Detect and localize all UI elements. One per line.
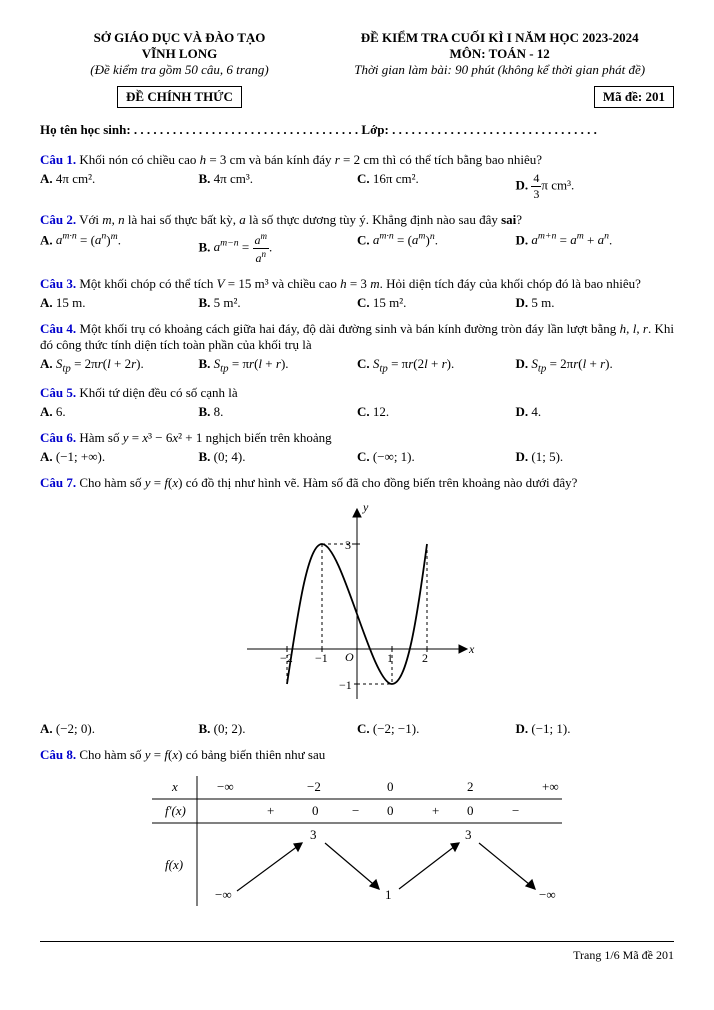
svg-text:−: −: [352, 803, 359, 818]
svg-text:2: 2: [422, 651, 428, 665]
svg-text:1: 1: [385, 887, 392, 902]
svg-text:f′(x): f′(x): [165, 803, 186, 818]
svg-text:−1: −1: [339, 678, 352, 692]
question-2: Câu 2. Với m, n là hai số thực bất kỳ, a…: [40, 212, 674, 266]
variation-table: x f′(x) f(x) −∞ −2 0 2 +∞ + 0 − 0 + 0 − …: [147, 771, 567, 915]
svg-text:+: +: [267, 803, 274, 818]
q1-label: Câu 1.: [40, 152, 76, 167]
q6-text: Hàm số y = x³ − 6x² + 1 nghịch biến trên…: [79, 430, 331, 445]
dept-line1: SỞ GIÁO DỤC VÀ ĐÀO TẠO: [40, 30, 319, 46]
exam-title1: ĐỀ KIỂM TRA CUỐI KÌ I NĂM HỌC 2023-2024: [325, 30, 674, 46]
question-6: Câu 6. Hàm số y = x³ − 6x² + 1 nghịch bi…: [40, 430, 674, 465]
svg-text:O: O: [345, 650, 354, 664]
question-3: Câu 3. Một khối chóp có thể tích V = 15 …: [40, 276, 674, 311]
exam-title2: MÔN: TOÁN - 12: [325, 46, 674, 62]
svg-text:3: 3: [345, 538, 351, 552]
dept-line2: VĨNH LONG: [40, 46, 319, 62]
svg-text:0: 0: [467, 803, 474, 818]
q8-text: Cho hàm số y = f(x) có bảng biến thiên n…: [79, 747, 325, 762]
svg-text:−2: −2: [307, 779, 321, 794]
svg-text:+∞: +∞: [542, 779, 559, 794]
question-1: Câu 1. Khối nón có chiều cao h = 3 cm và…: [40, 152, 674, 202]
svg-text:−∞: −∞: [217, 779, 234, 794]
exam-note-right: Thời gian làm bài: 90 phút (không kể thờ…: [325, 62, 674, 78]
q1-text: Khối nón có chiều cao h = 3 cm và bán kí…: [79, 152, 542, 167]
q2-text: Với m, n là hai số thực bất kỳ, a là số …: [79, 212, 522, 227]
svg-text:0: 0: [312, 803, 319, 818]
question-7: Câu 7. Cho hàm số y = f(x) có đồ thị như…: [40, 475, 674, 491]
svg-text:2: 2: [467, 779, 474, 794]
q2-label: Câu 2.: [40, 212, 76, 227]
question-4: Câu 4. Một khối trụ có khoảng cách giữa …: [40, 321, 674, 375]
q4-text: Một khối trụ có khoảng cách giữa hai đáy…: [40, 321, 674, 352]
q7-text: Cho hàm số y = f(x) có đồ thị như hình v…: [79, 475, 577, 490]
question-8: Câu 8. Cho hàm số y = f(x) có bảng biến …: [40, 747, 674, 763]
svg-text:−1: −1: [315, 651, 328, 665]
box-row: ĐỀ CHÍNH THỨC Mã đề: 201: [40, 86, 674, 108]
svg-text:0: 0: [387, 779, 394, 794]
svg-text:−: −: [512, 803, 519, 818]
footer-rule: [40, 941, 674, 942]
exam-code-box: Mã đề: 201: [594, 86, 674, 108]
svg-text:−∞: −∞: [215, 887, 232, 902]
svg-text:3: 3: [465, 827, 472, 842]
official-box: ĐỀ CHÍNH THỨC: [117, 86, 242, 108]
student-name-row: Họ tên học sinh: . . . . . . . . . . . .…: [40, 122, 674, 138]
svg-text:+: +: [432, 803, 439, 818]
svg-text:x: x: [468, 642, 475, 656]
q3-text: Một khối chóp có thể tích V = 15 m³ và c…: [79, 276, 641, 291]
svg-text:−∞: −∞: [539, 887, 556, 902]
page-footer: Trang 1/6 Mã đề 201: [40, 948, 674, 963]
svg-text:x: x: [171, 779, 178, 794]
svg-text:y: y: [362, 500, 369, 514]
svg-text:0: 0: [387, 803, 394, 818]
svg-text:f(x): f(x): [165, 857, 183, 872]
page-header: SỞ GIÁO DỤC VÀ ĐÀO TẠO VĨNH LONG (Đề kiể…: [40, 30, 674, 78]
exam-note-left: (Đề kiểm tra gồm 50 câu, 6 trang): [40, 62, 319, 78]
question-5: Câu 5. Khối tứ diện đều có số cạnh là A.…: [40, 385, 674, 420]
svg-text:3: 3: [310, 827, 317, 842]
q7-graph: x y O −2 −1 1 2 3 −1: [40, 499, 674, 713]
